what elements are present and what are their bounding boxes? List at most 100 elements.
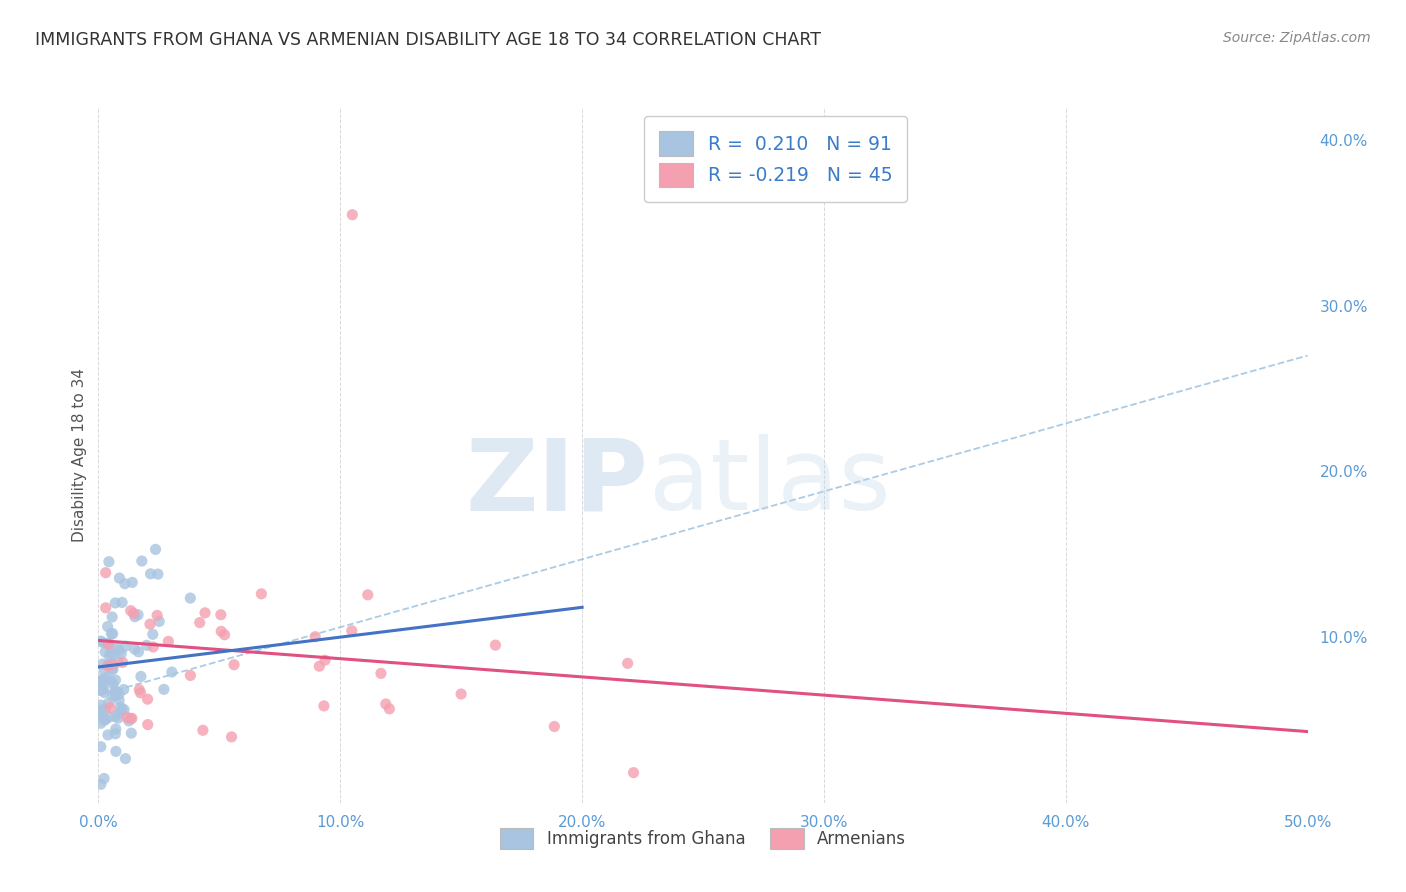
Point — [103, 648, 125, 662]
Point — [96, 671, 118, 685]
Point — [209, 607, 232, 622]
Point — [357, 588, 380, 602]
Point — [101, 662, 124, 676]
Point — [101, 626, 124, 640]
Point — [222, 657, 245, 672]
Point — [374, 697, 396, 711]
Point — [111, 595, 134, 609]
Point — [105, 684, 128, 698]
Point — [146, 567, 169, 582]
Point — [104, 722, 127, 736]
Point — [142, 627, 165, 641]
Point — [104, 684, 127, 698]
Point — [97, 657, 120, 672]
Point — [142, 640, 165, 654]
Point — [179, 591, 201, 606]
Point — [308, 659, 330, 673]
Point — [135, 638, 157, 652]
Point — [129, 669, 152, 683]
Point — [139, 566, 162, 581]
Point — [90, 739, 112, 754]
Point — [93, 664, 115, 678]
Point — [94, 566, 117, 580]
Point — [370, 666, 392, 681]
Point — [97, 659, 120, 673]
Point — [100, 626, 122, 640]
Point — [104, 744, 127, 758]
Point — [90, 634, 112, 648]
Point — [112, 703, 135, 717]
Point — [104, 673, 127, 687]
Point — [91, 681, 114, 696]
Point — [101, 610, 124, 624]
Point — [107, 711, 129, 725]
Point — [91, 657, 114, 671]
Point — [616, 657, 638, 671]
Point — [96, 637, 118, 651]
Point — [121, 711, 143, 725]
Point — [122, 607, 145, 621]
Point — [97, 696, 120, 710]
Point — [136, 692, 159, 706]
Point — [127, 645, 149, 659]
Point — [129, 686, 152, 700]
Point — [191, 723, 214, 738]
Point — [340, 624, 363, 638]
Point — [108, 571, 131, 585]
Point — [378, 702, 401, 716]
Point — [121, 575, 143, 590]
Point — [93, 685, 115, 699]
Point — [214, 628, 236, 642]
Point — [90, 673, 112, 687]
Point — [148, 615, 170, 629]
Point — [90, 680, 112, 694]
Point — [114, 576, 136, 591]
Point — [97, 619, 120, 633]
Point — [90, 674, 112, 689]
Point — [94, 702, 117, 716]
Point — [312, 698, 335, 713]
Point — [97, 637, 120, 651]
Point — [111, 656, 134, 670]
Point — [91, 711, 114, 725]
Point — [104, 596, 127, 610]
Point — [108, 643, 131, 657]
Point — [90, 707, 112, 722]
Point — [127, 607, 149, 622]
Point — [97, 555, 120, 569]
Point — [153, 682, 176, 697]
Point — [98, 637, 121, 651]
Point — [146, 608, 169, 623]
Point — [90, 716, 112, 731]
Point — [124, 609, 146, 624]
Point — [110, 647, 132, 661]
Point — [108, 706, 131, 721]
Point — [188, 615, 211, 630]
Point — [93, 772, 115, 786]
Point — [108, 693, 131, 707]
Point — [128, 682, 150, 697]
Point — [139, 617, 162, 632]
Point — [120, 711, 142, 725]
Point — [623, 765, 645, 780]
Point — [145, 542, 167, 557]
Point — [160, 665, 183, 679]
Point — [112, 682, 135, 697]
Point — [104, 727, 127, 741]
Point — [100, 646, 122, 660]
Point — [209, 624, 232, 639]
Point — [124, 642, 146, 657]
Point — [97, 728, 120, 742]
Point — [93, 713, 115, 727]
Point — [90, 682, 112, 697]
Text: Source: ZipAtlas.com: Source: ZipAtlas.com — [1223, 31, 1371, 45]
Point — [157, 634, 180, 648]
Point — [94, 600, 117, 615]
Y-axis label: Disability Age 18 to 34: Disability Age 18 to 34 — [72, 368, 87, 542]
Point — [90, 679, 112, 693]
Point — [105, 641, 128, 656]
Point — [101, 662, 124, 676]
Point — [94, 713, 117, 727]
Point — [179, 668, 201, 682]
Point — [136, 717, 159, 731]
